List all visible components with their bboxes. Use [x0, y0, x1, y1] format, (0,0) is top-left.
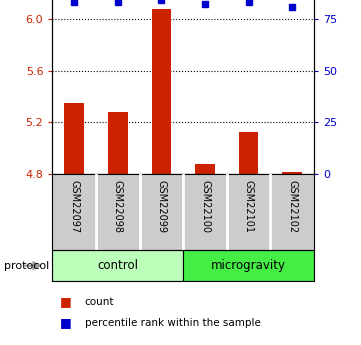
- Text: microgravity: microgravity: [211, 259, 286, 272]
- Bar: [282, 171, 302, 174]
- Text: percentile rank within the sample: percentile rank within the sample: [85, 318, 261, 327]
- Text: ■: ■: [60, 295, 71, 308]
- Text: GSM22097: GSM22097: [69, 180, 79, 234]
- Text: GSM22098: GSM22098: [113, 180, 123, 233]
- Text: GSM22102: GSM22102: [287, 180, 297, 234]
- Bar: [108, 112, 127, 174]
- Text: control: control: [97, 259, 138, 272]
- Text: count: count: [85, 297, 114, 307]
- Text: protocol: protocol: [4, 261, 49, 270]
- Text: ■: ■: [60, 316, 71, 329]
- Text: GSM22099: GSM22099: [156, 180, 166, 233]
- Bar: [195, 164, 215, 174]
- Bar: [64, 103, 84, 174]
- Bar: [152, 9, 171, 174]
- Bar: [183, 250, 314, 281]
- Bar: [52, 250, 183, 281]
- Text: GSM22101: GSM22101: [244, 180, 254, 233]
- Text: GSM22100: GSM22100: [200, 180, 210, 233]
- Bar: [239, 131, 258, 174]
